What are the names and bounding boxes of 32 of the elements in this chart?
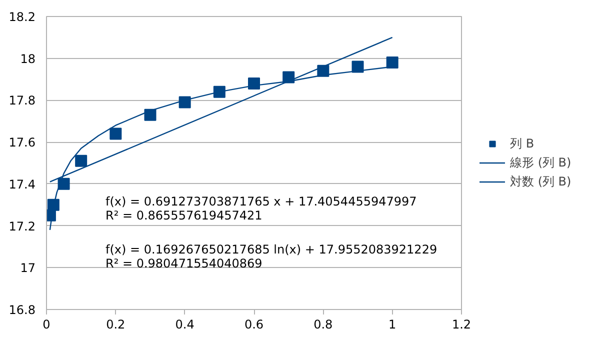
legend-label: 線形 (列 B): [510, 154, 572, 171]
x-tick-label: 0.2: [106, 318, 126, 332]
point: [110, 128, 122, 140]
y-tick-label: 17.2: [8, 219, 36, 234]
point: [178, 96, 191, 108]
point: [58, 178, 70, 190]
annotation: R² = 0.865557619457421: [106, 208, 262, 222]
x-tick-label: 0: [42, 318, 50, 332]
y-tick-label: 18: [20, 52, 36, 66]
x-tick-label: 0.8: [314, 318, 333, 332]
y-tick-label: 17.6: [8, 136, 36, 150]
y-tick-label: 17: [20, 261, 36, 276]
legend-label: 対数 (列 B): [510, 173, 572, 190]
annotation: R² = 0.980471554040869: [106, 256, 262, 270]
point: [144, 108, 156, 121]
x-tick-label: 0.4: [175, 318, 194, 332]
y-tick-label: 16.8: [8, 303, 36, 317]
y-tick-label: 17.8: [8, 94, 36, 108]
x-tick-label: 1: [388, 318, 396, 332]
x-tick-label: 0.6: [244, 318, 264, 332]
point: [386, 56, 398, 69]
point: [47, 198, 60, 211]
y-tick-label: 17.4: [8, 177, 36, 192]
x-tick-label: 1.2: [452, 318, 472, 332]
annotation: f(x) = 0.691273703871765 x + 17.4054455947997: [106, 194, 417, 208]
point: [352, 60, 364, 73]
y-tick-label: 18.2: [8, 10, 36, 24]
annotation: f(x) = 0.169267650217685 ln(x) + 17.9552083921229: [106, 242, 438, 256]
point: [248, 77, 260, 90]
legend-label: 列 B: [510, 135, 534, 152]
point: [213, 86, 226, 98]
point: [75, 154, 88, 167]
